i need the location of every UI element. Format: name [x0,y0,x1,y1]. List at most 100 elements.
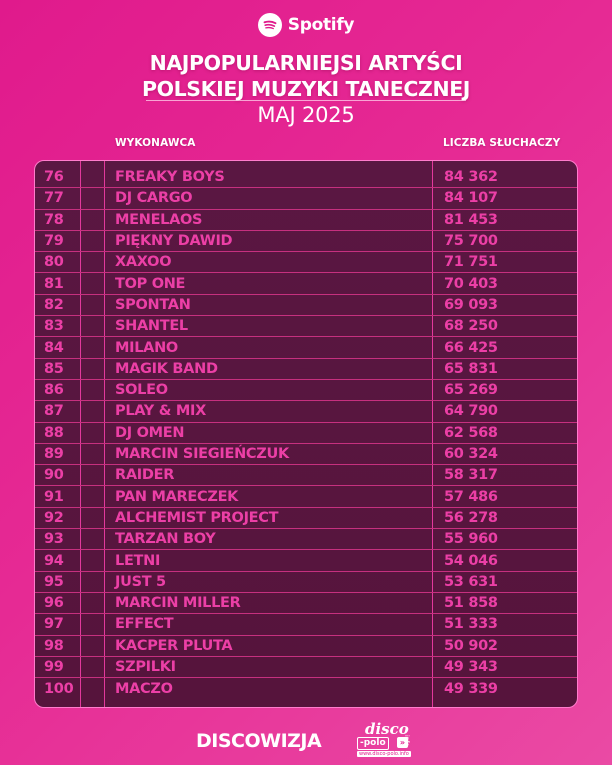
rank-cell: 88 [44,424,64,441]
artist-cell: MENELAOS [115,211,203,228]
listeners-cell: 58 317 [444,467,498,484]
artist-cell: KACPER PLUTA [115,637,233,654]
artist-cell: FREAKY BOYS [115,169,225,186]
listeners-cell: 68 250 [444,318,498,335]
table-row: 92 ALCHEMIST PROJECT 56 278 [35,508,577,530]
title-line-2: POLSKIEJ MUZYKI TANECZNEJ [141,77,471,101]
table-row: 87 PLAY & MIX 64 790 [35,401,577,423]
table-row: 80 XAXOO 71 751 [35,252,577,274]
artist-cell: ALCHEMIST PROJECT [115,509,279,526]
artist-cell: RAIDER [115,467,175,484]
table-row: 76 FREAKY BOYS 84 362 [35,167,577,189]
artist-cell: TOP ONE [115,275,186,292]
column-divider [432,161,433,707]
title-line-1: NAJPOPULARNIEJSI ARTYŚCI [149,51,463,75]
listeners-cell: 65 831 [444,360,498,377]
listeners-cell: 84 362 [444,169,498,186]
artist-cell: MILANO [115,339,178,356]
listeners-cell: 53 631 [444,573,498,590]
table-row: 78 MENELAOS 81 453 [35,210,577,231]
listeners-cell: 70 403 [444,275,498,292]
title-divider [146,100,466,101]
table-row: 83 SHANTEL 68 250 [35,316,577,338]
table-row: 81 TOP ONE 70 403 [35,274,577,295]
listeners-cell: 49 343 [444,659,498,676]
table-row: 77 DJ CARGO 84 107 [35,188,577,210]
period-label: MAJ 2025 [257,103,355,127]
rank-cell: 83 [44,318,64,335]
disco-polo-logo-top: disco [365,720,409,738]
rank-cell: 82 [44,296,64,313]
artist-cell: XAXOO [115,254,172,271]
rank-cell: 80 [44,254,64,271]
listeners-cell: 75 700 [444,233,498,250]
disco-polo-logo-side: info [403,735,410,747]
listeners-cell: 51 858 [444,595,498,612]
listeners-cell: 50 902 [444,637,498,654]
rank-cell: 92 [44,509,64,526]
artist-cell: DJ OMEN [115,424,185,441]
table-row: 85 MAGIK BAND 65 831 [35,359,577,380]
artist-cell: MACZO [115,680,173,697]
listeners-cell: 84 107 [444,190,498,207]
spotify-icon [257,13,282,37]
table-row: 99 SZPILKI 49 343 [35,657,577,679]
discowizja-logo: DISCOWIZJA [196,730,322,752]
artist-cell: DJ CARGO [115,190,193,207]
artist-cell: JUST 5 [115,573,166,590]
artist-cell: MARCIN SIEGIEŃCZUK [115,446,289,463]
listeners-cell: 66 425 [444,339,498,356]
artist-cell: SPONTAN [115,296,191,313]
listeners-cell: 54 046 [444,552,498,569]
artist-cell: MARCIN MILLER [115,595,241,612]
rank-cell: 90 [44,467,64,484]
rank-cell: 77 [44,190,64,207]
rank-cell: 79 [44,233,64,250]
table-row: 97 EFFECT 51 333 [35,614,577,636]
listeners-cell: 51 333 [444,616,498,633]
rank-cell: 91 [44,488,64,505]
table-row: 88 DJ OMEN 62 568 [35,423,577,444]
rank-cell: 84 [44,339,64,356]
rank-cell: 95 [44,573,64,590]
ranking-table: 76 FREAKY BOYS 84 362 77 DJ CARGO 84 107 78 MEN… [34,160,578,708]
artist-cell: EFFECT [115,616,174,633]
table-row: 90 RAIDER 58 317 [35,465,577,487]
table-row: 91 PAN MARECZEK 57 486 [35,487,577,508]
column-divider [80,161,81,707]
table-row: 84 MILANO 66 425 [35,337,577,359]
listeners-cell: 56 278 [444,509,498,526]
table-row: 96 MARCIN MILLER 51 858 [35,593,577,615]
fast-forward-icon: » [397,737,408,748]
artist-cell: MAGIK BAND [115,360,218,377]
table-row: 86 SOLEO 65 269 [35,380,577,402]
spotify-wordmark: Spotify [287,15,355,35]
rank-cell: 98 [44,637,64,654]
disco-polo-info-logo: disco -polo » info www.disco-polo.info [355,720,415,764]
table-row: 89 MARCIN SIEGIEŃCZUK 60 324 [35,444,577,466]
artist-cell: SZPILKI [115,659,176,676]
rank-cell: 99 [44,659,64,676]
rank-cell: 81 [44,275,64,292]
table-row: 82 SPONTAN 69 093 [35,295,577,317]
listeners-cell: 69 093 [444,296,498,313]
table-row: 100 MACZO 49 339 [35,678,577,699]
rank-cell: 86 [44,382,64,399]
artist-cell: PIĘKNY DAWID [115,233,233,250]
rank-cell: 85 [44,360,64,377]
listeners-cell: 60 324 [444,446,498,463]
table-row: 93 TARZAN BOY 55 960 [35,529,577,551]
artist-cell: PLAY & MIX [115,403,206,420]
rank-cell: 93 [44,531,64,548]
column-header-listeners: LICZBA SŁUCHACZY [443,137,561,149]
table-row: 98 KACPER PLUTA 50 902 [35,636,577,657]
listeners-cell: 64 790 [444,403,498,420]
listeners-cell: 55 960 [444,531,498,548]
rank-cell: 97 [44,616,64,633]
listeners-cell: 81 453 [444,211,498,228]
rank-cell: 100 [44,680,74,697]
rank-cell: 76 [44,169,64,186]
column-divider [104,161,105,707]
rank-cell: 94 [44,552,64,569]
rank-cell: 87 [44,403,64,420]
